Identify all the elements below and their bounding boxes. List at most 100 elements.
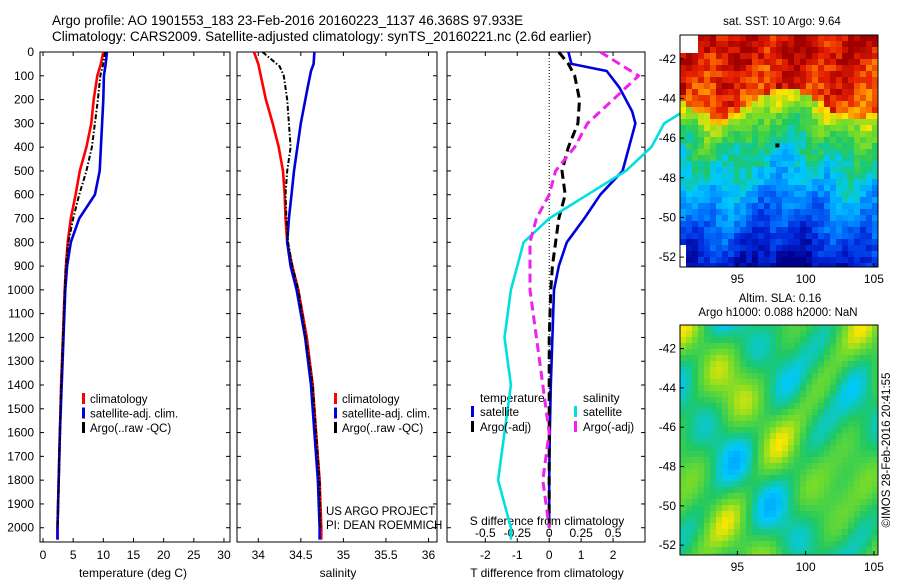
diff-legend-label: satellite: [480, 407, 519, 419]
depth-tick-label: 300: [14, 116, 34, 130]
temperature-series-line-2: [56, 51, 109, 540]
salinity-legend-swatch: [334, 422, 337, 433]
sla-ytick-label: -46: [659, 420, 677, 434]
s-diff-tick-label: 0: [546, 526, 553, 540]
salinity-xtick-label: 34: [252, 548, 266, 562]
salinity-axis-label: salinity: [320, 566, 357, 580]
depth-tick-label: 700: [14, 212, 34, 226]
temperature-xtick-label: 0: [40, 548, 47, 562]
salinity-legend-swatch: [334, 407, 337, 419]
salinity-legend-label: satellite-adj. clim.: [342, 409, 430, 421]
diff-legend-label: Argo(-adj): [480, 422, 531, 434]
depth-tick-label: 600: [14, 188, 34, 202]
t-difference-axis-label: T difference from climatology: [470, 566, 624, 580]
sst-xtick-label: 95: [731, 272, 745, 286]
diff-legend-swatch: [471, 406, 474, 417]
difference-xtick-label: 0: [546, 548, 553, 562]
salinity-legend-label: climatology: [342, 394, 400, 406]
s-diff-tick-label: -0.5: [475, 526, 496, 540]
sst-map-image: [680, 35, 878, 267]
temperature-xtick-label: 5: [70, 548, 77, 562]
diff-legend-label: Argo(-adj): [583, 422, 634, 434]
diff-legend-swatch: [574, 406, 577, 417]
salinity-panel-frame: [236, 51, 438, 543]
depth-tick-label: 1400: [7, 378, 34, 392]
temperature-legend-label: climatology: [90, 394, 148, 406]
difference-xtick-label: -1: [512, 548, 523, 562]
sst-xtick-label: 100: [796, 272, 816, 286]
sst-ytick-label: -44: [659, 91, 677, 105]
profile-title: Argo profile: AO 1901553_183 23-Feb-2016…: [52, 13, 524, 28]
sla-map-frame: [679, 324, 879, 556]
depth-tick-label: 900: [14, 259, 34, 273]
salinity-xtick-label: 36: [422, 548, 436, 562]
sst-map-frame: [679, 34, 879, 268]
sst-ytick-label: -52: [659, 250, 677, 264]
depth-tick-label: 1800: [7, 473, 34, 487]
temperature-xtick-label: 20: [157, 548, 171, 562]
salinity-legend-swatch: [334, 393, 337, 404]
sla-map-title: Altim. SLA: 0.16: [739, 293, 821, 305]
temperature-legend-swatch: [82, 407, 85, 419]
depth-tick-label: 1500: [7, 402, 34, 416]
temperature-xtick-label: 25: [187, 548, 201, 562]
depth-tick-label: 2000: [7, 521, 34, 535]
diff-legend-temperature-heading: temperature: [480, 391, 545, 405]
credit-pi: PI: DEAN ROEMMICH: [326, 520, 442, 532]
sla-map-subtitle: Argo h1000: 0.088 h2000: NaN: [698, 307, 857, 319]
depth-tick-label: 1900: [7, 497, 34, 511]
depth-tick-label: 1000: [7, 283, 34, 297]
depth-tick-label: 800: [14, 235, 34, 249]
difference-xtick-label: -2: [480, 548, 491, 562]
sla-ytick-label: -42: [659, 342, 677, 356]
sst-xtick-label: 105: [864, 272, 884, 286]
diff-legend-salinity-heading: salinity: [583, 391, 620, 405]
salinity-xtick-label: 35.5: [374, 548, 398, 562]
temperature-legend-swatch: [82, 422, 85, 433]
sla-ytick-label: -52: [659, 538, 677, 552]
depth-tick-label: 200: [14, 93, 34, 107]
sst-ytick-label: -46: [659, 131, 677, 145]
depth-tick-label: 1300: [7, 354, 34, 368]
depth-tick-label: 400: [14, 140, 34, 154]
diff-legend-swatch: [574, 421, 577, 432]
sla-ytick-label: -50: [659, 499, 677, 513]
diff-legend-swatch: [471, 421, 474, 432]
sst-ytick-label: -48: [659, 171, 677, 185]
salinity-xtick-label: 35: [337, 548, 351, 562]
temperature-xtick-label: 10: [97, 548, 111, 562]
s-diff-tick-label: -0.25: [504, 526, 532, 540]
temperature-legend-swatch: [82, 393, 85, 404]
depth-tick-label: 1700: [7, 449, 34, 463]
temperature-legend-label: satellite-adj. clim.: [90, 409, 178, 421]
argo-position-marker: [775, 143, 780, 148]
temperature-legend-label: Argo(..raw -QC): [90, 423, 171, 435]
difference-series-line-2: [547, 51, 581, 528]
depth-tick-label: 1100: [8, 307, 34, 321]
temperature-panel-frame: [39, 51, 231, 543]
depth-tick-label: 500: [14, 164, 34, 178]
temperature-xtick-label: 30: [217, 548, 231, 562]
depth-tick-label: 1600: [7, 426, 34, 440]
sla-ytick-label: -48: [659, 460, 677, 474]
s-diff-tick-label: 0.5: [605, 526, 622, 540]
climatology-title: Climatology: CARS2009. Satellite-adjuste…: [52, 29, 592, 44]
depth-tick-label: 0: [27, 45, 34, 59]
sla-ytick-label: -44: [659, 381, 677, 395]
sst-ytick-label: -42: [659, 52, 677, 66]
difference-series-line-4: [528, 50, 641, 528]
salinity-legend-label: Argo(..raw -QC): [342, 423, 423, 435]
salinity-xtick-label: 34.5: [289, 548, 313, 562]
s-diff-tick-label: 0.25: [569, 526, 593, 540]
temperature-xtick-label: 15: [127, 548, 141, 562]
imos-credit: ©IMOS 28-Feb-2016 20:41:55: [881, 373, 893, 528]
credit-project: US ARGO PROJECT: [326, 506, 435, 518]
sla-xtick-label: 100: [796, 560, 816, 574]
diff-legend-label: satellite: [583, 407, 622, 419]
salinity-series-line-1: [252, 51, 323, 540]
temperature-series-line-3: [56, 51, 107, 528]
sla-xtick-label: 105: [864, 560, 884, 574]
difference-series-line-1: [547, 51, 637, 528]
difference-xtick-label: 1: [578, 548, 585, 562]
